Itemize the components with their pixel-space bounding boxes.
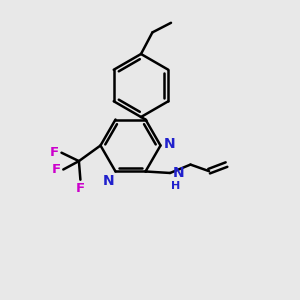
Text: N: N: [172, 166, 184, 180]
Text: N: N: [164, 137, 176, 151]
Text: F: F: [52, 163, 61, 176]
Text: N: N: [102, 175, 114, 188]
Text: F: F: [50, 146, 59, 159]
Text: F: F: [76, 182, 85, 195]
Text: H: H: [171, 182, 180, 191]
